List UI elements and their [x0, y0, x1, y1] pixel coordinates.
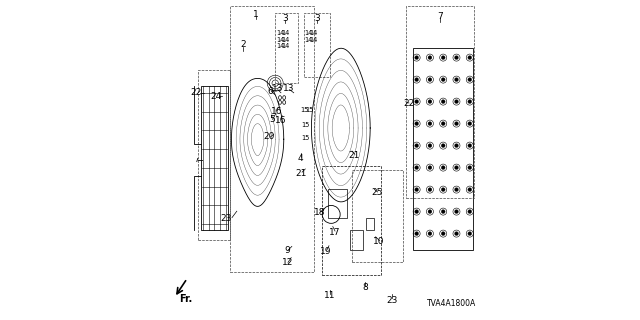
Text: 10: 10: [373, 237, 384, 246]
Text: 24: 24: [211, 92, 221, 100]
Circle shape: [442, 100, 445, 104]
Text: 13: 13: [272, 84, 284, 92]
Circle shape: [415, 232, 419, 236]
Text: 1: 1: [253, 10, 259, 19]
Circle shape: [454, 232, 458, 236]
Text: 11: 11: [324, 291, 335, 300]
Bar: [328, 189, 347, 218]
Text: 5: 5: [270, 115, 275, 124]
Circle shape: [454, 78, 458, 82]
Text: 15: 15: [301, 122, 310, 128]
Bar: [366, 218, 374, 230]
Text: 23: 23: [387, 296, 398, 305]
Text: 14: 14: [276, 30, 285, 36]
Text: 2: 2: [240, 40, 246, 49]
Text: 14: 14: [276, 43, 285, 49]
Circle shape: [454, 144, 458, 148]
Circle shape: [428, 100, 432, 104]
Text: 22: 22: [403, 99, 415, 108]
Circle shape: [428, 122, 432, 125]
Circle shape: [468, 122, 472, 125]
Text: 21: 21: [349, 151, 360, 160]
Text: 14: 14: [309, 37, 317, 43]
Text: 15: 15: [305, 107, 314, 113]
Circle shape: [442, 210, 445, 213]
Circle shape: [442, 144, 445, 148]
Text: 14: 14: [282, 43, 290, 49]
Circle shape: [428, 78, 432, 82]
Circle shape: [442, 56, 445, 60]
Circle shape: [468, 166, 472, 170]
Circle shape: [454, 166, 458, 170]
Text: 15: 15: [301, 135, 310, 140]
Circle shape: [415, 100, 419, 104]
Text: 14: 14: [282, 30, 290, 36]
Circle shape: [415, 210, 419, 213]
Text: 6: 6: [268, 87, 273, 96]
Circle shape: [415, 122, 419, 125]
Circle shape: [468, 56, 472, 60]
Text: 14: 14: [282, 37, 290, 43]
Text: 4: 4: [298, 154, 303, 163]
Text: 3: 3: [315, 14, 320, 23]
Text: 14: 14: [304, 30, 313, 36]
Text: 19: 19: [321, 247, 332, 256]
Circle shape: [454, 56, 458, 60]
Circle shape: [468, 78, 472, 82]
Text: 21: 21: [296, 169, 307, 178]
Circle shape: [415, 56, 419, 60]
Circle shape: [468, 100, 472, 104]
Bar: [201, 86, 228, 230]
Circle shape: [442, 188, 445, 191]
Circle shape: [415, 78, 419, 82]
Circle shape: [415, 144, 419, 148]
Circle shape: [428, 210, 432, 213]
Text: 14: 14: [276, 37, 285, 43]
Text: 12: 12: [282, 258, 294, 267]
Text: 22: 22: [190, 88, 202, 97]
Circle shape: [454, 188, 458, 191]
Bar: [413, 48, 473, 250]
Circle shape: [442, 78, 445, 82]
Circle shape: [428, 144, 432, 148]
Text: 17: 17: [330, 228, 340, 237]
Text: 7: 7: [437, 12, 443, 21]
Circle shape: [442, 166, 445, 170]
Text: 15: 15: [300, 107, 309, 113]
Circle shape: [468, 144, 472, 148]
Text: 16: 16: [271, 107, 282, 116]
Circle shape: [428, 56, 432, 60]
Circle shape: [428, 232, 432, 236]
Circle shape: [468, 210, 472, 213]
Circle shape: [454, 100, 458, 104]
Text: Fr.: Fr.: [179, 294, 193, 304]
Text: 16: 16: [275, 116, 286, 124]
Bar: [322, 166, 381, 275]
Text: 13: 13: [283, 84, 294, 92]
Circle shape: [428, 166, 432, 170]
Circle shape: [415, 166, 419, 170]
Text: 9: 9: [284, 246, 290, 255]
Text: TVA4A1800A: TVA4A1800A: [427, 299, 476, 308]
Circle shape: [442, 232, 445, 236]
Circle shape: [468, 232, 472, 236]
Circle shape: [454, 122, 458, 125]
Text: 14: 14: [304, 37, 313, 43]
Text: 8: 8: [363, 284, 368, 292]
Circle shape: [468, 188, 472, 191]
Circle shape: [454, 210, 458, 213]
Text: 23: 23: [221, 214, 232, 223]
Text: 20: 20: [263, 132, 275, 141]
Bar: [351, 230, 364, 250]
Circle shape: [428, 188, 432, 191]
Text: 18: 18: [314, 208, 326, 217]
Text: 14: 14: [309, 30, 317, 36]
Text: 25: 25: [371, 188, 383, 197]
Circle shape: [415, 188, 419, 191]
Circle shape: [442, 122, 445, 125]
Text: 3: 3: [283, 14, 288, 23]
